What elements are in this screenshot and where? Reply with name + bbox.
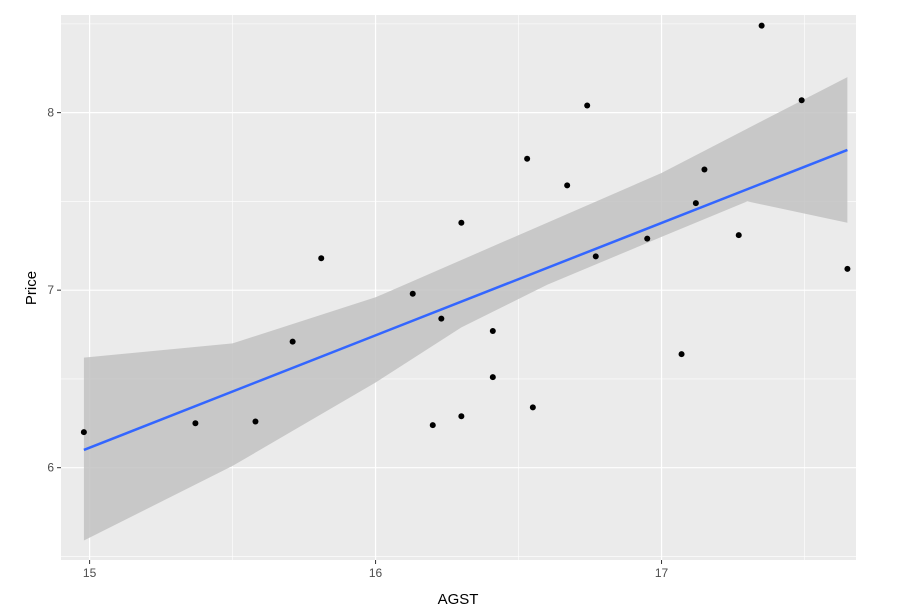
x-tick-label: 17: [655, 566, 669, 580]
data-point: [80, 429, 87, 436]
data-point: [692, 200, 699, 207]
x-axis: 15 16 17: [83, 560, 669, 580]
x-tick-label: 15: [83, 566, 97, 580]
data-point: [592, 253, 599, 260]
data-point: [524, 155, 531, 162]
y-axis: 6 7 8: [47, 106, 61, 475]
confidence-band: [83, 77, 848, 541]
data-point: [289, 338, 296, 345]
data-point: [564, 182, 571, 189]
data-point: [192, 420, 199, 427]
data-point: [458, 219, 465, 226]
data-point: [701, 166, 708, 173]
data-point: [438, 315, 445, 322]
data-point: [489, 327, 496, 334]
data-point: [318, 255, 325, 262]
x-tick-label: 16: [369, 566, 383, 580]
data-point: [735, 232, 742, 239]
regression-line: [83, 148, 848, 452]
data-points: [80, 22, 851, 436]
x-axis-title: AGST: [438, 591, 479, 608]
data-point: [844, 265, 851, 272]
data-point: [644, 235, 651, 242]
y-axis-title: Price: [23, 271, 40, 305]
data-point: [758, 22, 765, 29]
y-tick-label: 6: [47, 461, 54, 475]
data-point: [529, 404, 536, 411]
data-point: [458, 413, 465, 420]
data-point: [678, 351, 685, 358]
data-point: [252, 418, 259, 425]
y-tick-label: 7: [47, 283, 54, 297]
y-tick-label: 8: [47, 106, 54, 120]
data-point: [798, 97, 805, 104]
data-point: [584, 102, 591, 109]
data-point: [409, 290, 416, 297]
data-point: [429, 422, 436, 429]
data-point: [489, 374, 496, 381]
